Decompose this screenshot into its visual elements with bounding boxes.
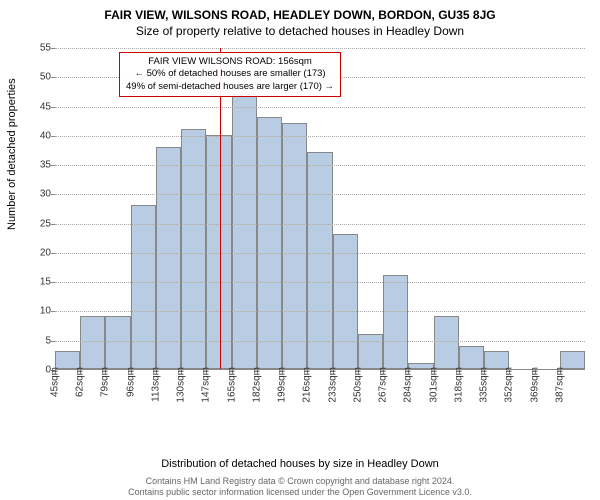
x-tick-label: 318sqm <box>453 367 464 403</box>
histogram-bar <box>282 123 307 369</box>
x-tick-label: 267sqm <box>378 367 389 403</box>
y-tick-label: 10 <box>27 306 51 317</box>
y-tick-mark <box>51 136 55 137</box>
y-tick-label: 25 <box>27 218 51 229</box>
y-tick-label: 15 <box>27 277 51 288</box>
y-tick-label: 0 <box>27 365 51 376</box>
annotation-box: FAIR VIEW WILSONS ROAD: 156sqm← 50% of d… <box>119 52 341 97</box>
y-tick-mark <box>51 48 55 49</box>
histogram-bar <box>307 152 332 369</box>
x-tick-label: 45sqm <box>50 367 61 397</box>
y-tick-label: 30 <box>27 189 51 200</box>
x-axis-label: Distribution of detached houses by size … <box>0 458 600 470</box>
histogram-bar <box>105 316 130 369</box>
y-tick-label: 40 <box>27 130 51 141</box>
x-tick-label: 182sqm <box>251 367 262 403</box>
histogram-bar <box>358 334 383 369</box>
y-tick-mark <box>51 107 55 108</box>
y-tick-mark <box>51 165 55 166</box>
footer-line1: Contains HM Land Registry data © Crown c… <box>0 476 600 487</box>
y-tick-mark <box>51 253 55 254</box>
y-tick-label: 50 <box>27 72 51 83</box>
gridline <box>55 311 585 312</box>
histogram-bar <box>131 205 156 369</box>
x-tick-label: 147sqm <box>201 367 212 403</box>
y-tick-mark <box>51 77 55 78</box>
x-tick-label: 62sqm <box>75 367 86 397</box>
annotation-line: 49% of semi-detached houses are larger (… <box>126 81 334 93</box>
gridline <box>55 48 585 49</box>
histogram-bar <box>80 316 105 369</box>
x-tick-label: 352sqm <box>504 367 515 403</box>
y-tick-mark <box>51 282 55 283</box>
x-tick-label: 130sqm <box>176 367 187 403</box>
x-tick-label: 113sqm <box>150 367 161 402</box>
y-tick-mark <box>51 194 55 195</box>
y-tick-mark <box>51 311 55 312</box>
y-tick-mark <box>51 224 55 225</box>
x-tick-label: 233sqm <box>327 367 338 403</box>
y-tick-label: 5 <box>27 335 51 346</box>
x-tick-label: 165sqm <box>226 367 237 403</box>
gridline <box>55 107 585 108</box>
y-tick-label: 35 <box>27 160 51 171</box>
y-tick-label: 55 <box>27 43 51 54</box>
plot-region: 0510152025303540455055FAIR VIEW WILSONS … <box>55 48 585 370</box>
histogram-bar <box>156 147 181 369</box>
histogram-bar <box>383 275 408 369</box>
x-tick-label: 216sqm <box>302 367 313 403</box>
footer-attribution: Contains HM Land Registry data © Crown c… <box>0 476 600 499</box>
annotation-line: FAIR VIEW WILSONS ROAD: 156sqm <box>126 56 334 68</box>
y-axis-label: Number of detached properties <box>6 78 18 230</box>
gridline <box>55 194 585 195</box>
chart-area: 0510152025303540455055FAIR VIEW WILSONS … <box>55 48 585 418</box>
y-tick-label: 45 <box>27 101 51 112</box>
x-tick-label: 369sqm <box>529 367 540 403</box>
footer-line2: Contains public sector information licen… <box>0 487 600 498</box>
x-tick-label: 199sqm <box>277 367 288 403</box>
x-tick-label: 387sqm <box>554 367 565 403</box>
x-tick-label: 79sqm <box>100 367 111 397</box>
histogram-bar <box>333 234 358 369</box>
gridline <box>55 282 585 283</box>
chart-subtitle: Size of property relative to detached ho… <box>0 22 600 38</box>
x-tick-label: 96sqm <box>125 367 136 397</box>
gridline <box>55 253 585 254</box>
x-tick-label: 250sqm <box>352 367 363 403</box>
gridline <box>55 136 585 137</box>
gridline <box>55 224 585 225</box>
histogram-bar <box>257 117 282 369</box>
x-tick-label: 284sqm <box>403 367 414 403</box>
histogram-bar <box>434 316 459 369</box>
histogram-bar <box>459 346 484 369</box>
annotation-line: ← 50% of detached houses are smaller (17… <box>126 68 334 80</box>
gridline <box>55 341 585 342</box>
x-tick-label: 335sqm <box>479 367 490 403</box>
y-tick-mark <box>51 341 55 342</box>
y-tick-label: 20 <box>27 247 51 258</box>
chart-title-address: FAIR VIEW, WILSONS ROAD, HEADLEY DOWN, B… <box>0 0 600 22</box>
gridline <box>55 165 585 166</box>
x-tick-label: 301sqm <box>428 367 439 403</box>
